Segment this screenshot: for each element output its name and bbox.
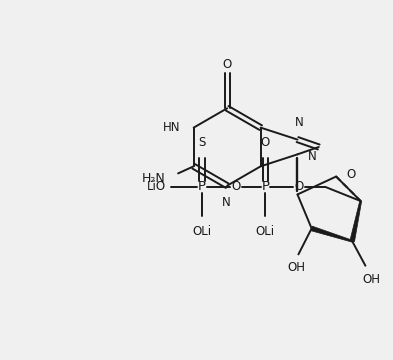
Text: P: P [198,180,206,193]
Text: O: O [261,136,270,149]
Text: O: O [222,58,232,71]
Text: N: N [222,196,231,209]
Text: HN: HN [163,121,180,134]
Text: P: P [261,180,269,193]
Text: O: O [347,168,356,181]
Text: OH: OH [362,273,380,286]
Text: OLi: OLi [256,225,275,238]
Text: N: N [308,150,317,163]
Text: OH: OH [287,261,305,274]
Text: S: S [198,136,206,149]
Text: N: N [295,116,304,129]
Text: O: O [295,180,304,193]
Polygon shape [350,201,362,242]
Text: O: O [231,180,241,193]
Text: H₂N: H₂N [141,172,165,185]
Text: OLi: OLi [193,225,212,238]
Polygon shape [311,226,353,242]
Text: LiO: LiO [147,180,166,193]
